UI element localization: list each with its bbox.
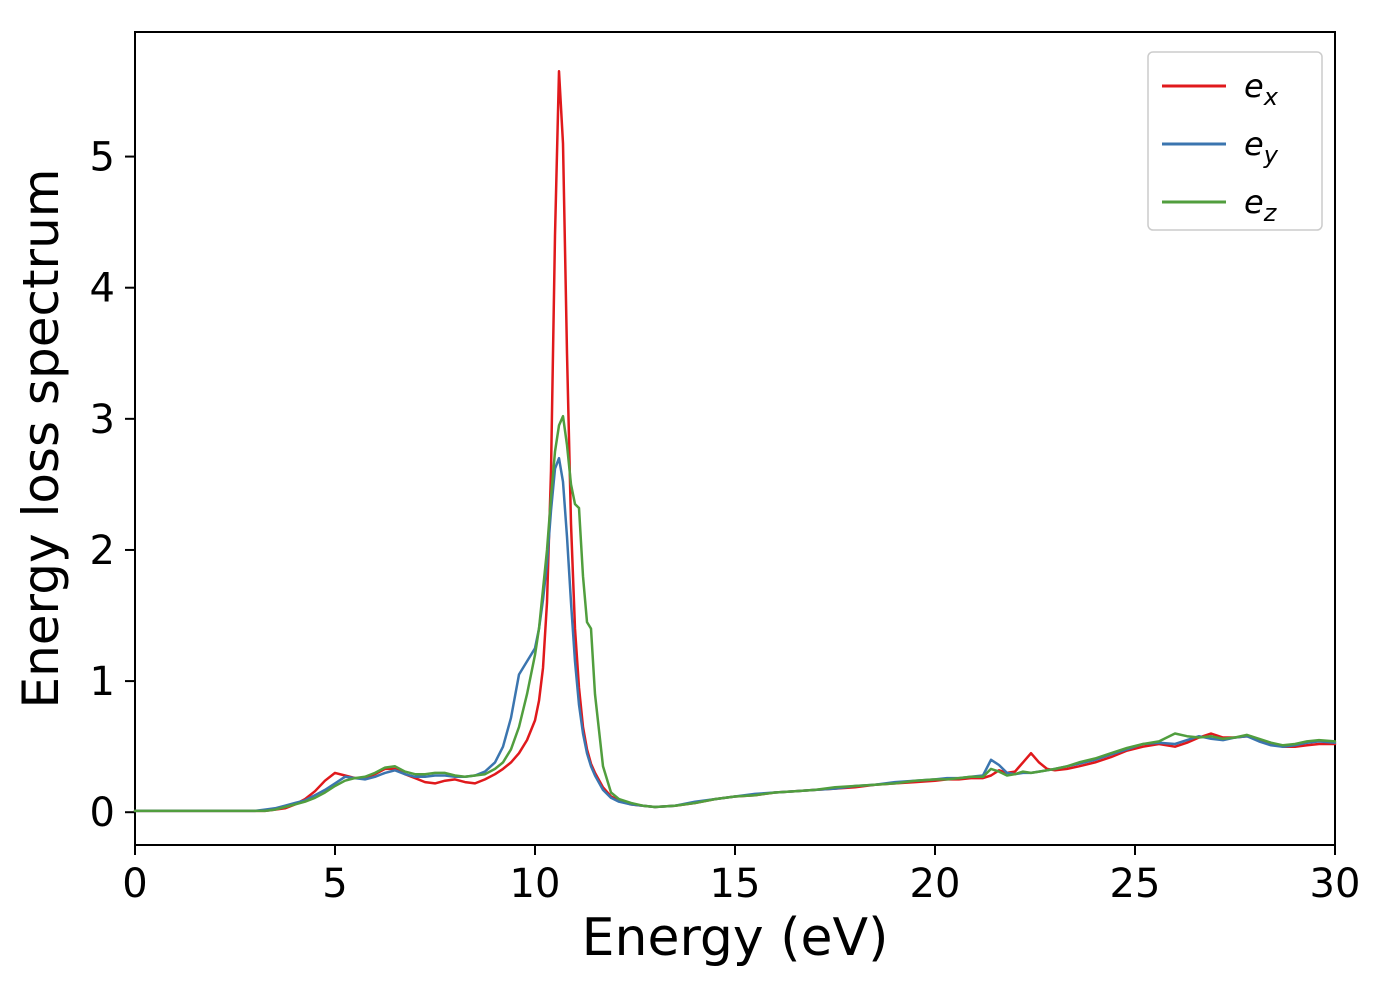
y-tick-label: 3: [90, 397, 115, 443]
x-tick-label: 25: [1110, 861, 1161, 907]
y-tick-label: 1: [90, 659, 115, 705]
legend-label-subscript: x: [1263, 83, 1279, 111]
legend-box: [1147, 51, 1323, 231]
y-axis-label: Energy loss spectrum: [12, 168, 70, 708]
y-tick-label: 2: [90, 528, 115, 574]
x-tick-label: 5: [322, 861, 347, 907]
y-tick-label: 0: [90, 790, 115, 836]
x-tick-label: 0: [122, 861, 147, 907]
x-tick-label: 20: [910, 861, 961, 907]
x-tick-label: 15: [710, 861, 761, 907]
legend-label-subscript: y: [1263, 141, 1279, 169]
y-tick-label: 5: [90, 135, 115, 181]
series-line-e_z: [133, 414, 1337, 813]
y-tick-label: 4: [90, 266, 115, 312]
x-tick-label: 30: [1310, 861, 1361, 907]
legend-label-subscript: z: [1263, 199, 1278, 227]
x-axis-label: Energy (eV): [582, 908, 889, 968]
x-tick-label: 10: [510, 861, 561, 907]
